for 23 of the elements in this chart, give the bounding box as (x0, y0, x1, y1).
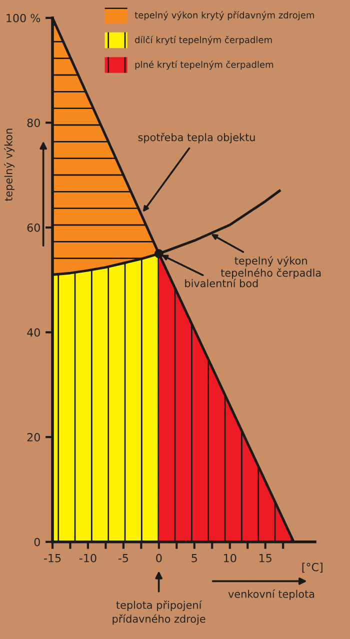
x-tick-label: 15 (259, 554, 272, 562)
annotation: bivalentní bod (185, 278, 258, 288)
y-tick-label: 20 (27, 433, 40, 442)
y-axis-title: tepelný výkon (4, 128, 14, 202)
x-tick-label: -10 (79, 554, 96, 562)
y-tick-label: 60 (27, 223, 40, 232)
legend-label: tepelný výkon krytý přídavným zdrojem (134, 11, 314, 20)
y-tick-label: 40 (27, 328, 40, 337)
y-tick-label: 80 (27, 118, 40, 128)
x-tick-label: 10 (224, 554, 236, 562)
x-tick-label: 5 (192, 554, 197, 562)
legend-label: dílčí krytí tepelným čerpadlem (135, 36, 272, 45)
annotation: tepelný výkon tepelného čerpadla (220, 256, 321, 279)
legend-label: plné krytí tepelným čerpadlem (135, 60, 274, 70)
text: [°C] (302, 562, 322, 573)
x-tick-label: -5 (118, 554, 128, 562)
x-tick-label: -15 (44, 554, 61, 562)
y-tick-label: 0 (34, 538, 40, 546)
x-axis-title: venkovní teplota (228, 589, 314, 600)
text: teplota připojení přídavného zdroje (112, 600, 206, 625)
y-tick-label: 100 % (6, 14, 40, 22)
annotation: spotřeba tepla objektu (138, 132, 255, 144)
x-tick-label: 0 (156, 554, 162, 562)
